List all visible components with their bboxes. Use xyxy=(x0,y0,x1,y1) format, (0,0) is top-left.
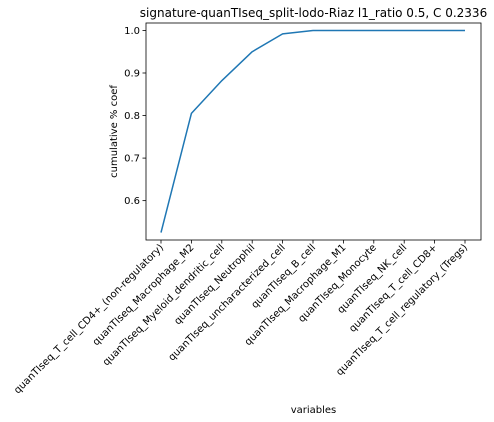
x-axis-label: variables xyxy=(291,405,337,416)
series-layer xyxy=(160,29,465,233)
y-tick-label: 0.9 xyxy=(124,68,140,79)
y-tick-label: 1.0 xyxy=(124,26,140,37)
chart-title: signature-quanTIseq_split-lodo-Riaz l1_r… xyxy=(140,6,487,20)
y-tick-label: 0.6 xyxy=(124,196,140,207)
y-tick-label: 0.8 xyxy=(124,111,140,122)
axes-frame xyxy=(145,22,482,241)
y-axis-label: cumulative % coef xyxy=(109,85,120,178)
y-axis: 0.6 0.7 0.8 0.9 1.0 xyxy=(124,26,146,207)
y-tick-label: 0.7 xyxy=(124,154,140,165)
series-line xyxy=(160,29,465,233)
plot-area xyxy=(145,22,482,241)
